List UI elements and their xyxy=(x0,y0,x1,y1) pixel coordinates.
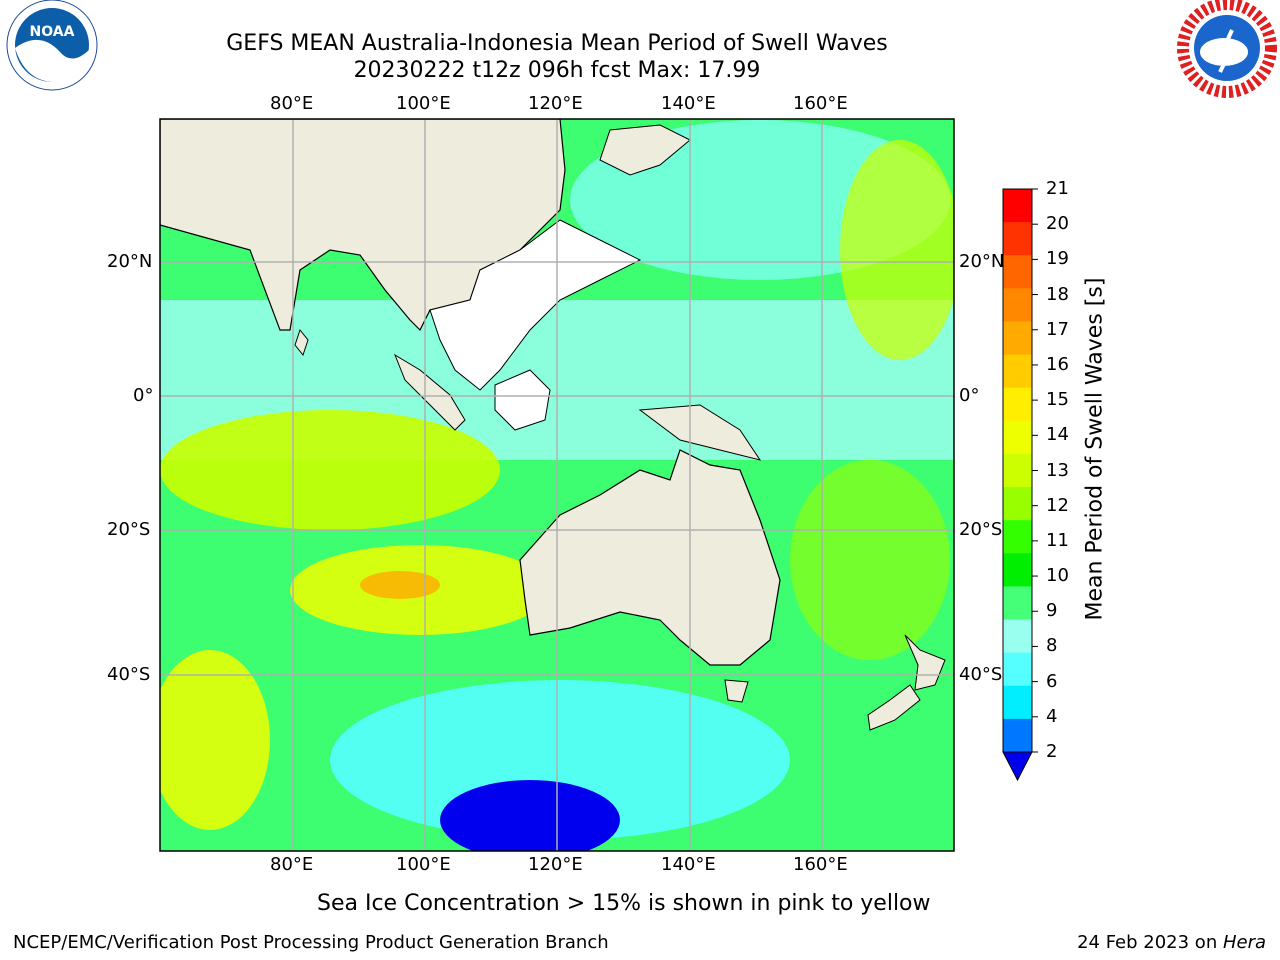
land-nz-south xyxy=(867,684,921,731)
short-period-patch xyxy=(440,780,620,851)
noaa-logo: NOAA xyxy=(6,0,98,91)
colorbar-label: 15 xyxy=(1046,389,1069,411)
lon-tick-bottom-120e: 120°E xyxy=(528,854,583,875)
map-field xyxy=(160,119,954,851)
svg-text:NOAA: NOAA xyxy=(30,24,75,40)
colorbar xyxy=(1002,188,1038,782)
nws-logo xyxy=(1177,0,1277,98)
land-japan xyxy=(599,124,691,176)
lon-tick-bottom-80e: 80°E xyxy=(270,854,314,875)
colorbar-label: 13 xyxy=(1046,459,1069,481)
land-borneo xyxy=(494,369,551,431)
lon-tick-bottom-160e: 160°E xyxy=(793,854,848,875)
colorbar-segment xyxy=(1003,255,1032,289)
lat-tick-left-40s: 40°S xyxy=(107,664,151,685)
warm-patch-sw xyxy=(160,650,270,830)
colorbar-label: 9 xyxy=(1046,600,1058,622)
colorbar-segment xyxy=(1003,222,1032,256)
warm-patch xyxy=(160,410,500,530)
lon-tick-top-100e: 100°E xyxy=(396,93,451,114)
colorbar-label: 10 xyxy=(1046,565,1069,587)
colorbar-segment xyxy=(1003,520,1032,554)
footer-host: Hera xyxy=(1222,932,1266,953)
land-sri-lanka xyxy=(294,328,309,357)
colorbar-label: 19 xyxy=(1046,248,1069,270)
colorbar-label: 2 xyxy=(1046,741,1058,762)
warm-patch-ne xyxy=(840,140,954,360)
cool-patch-south xyxy=(330,680,790,840)
colorbar-label: 11 xyxy=(1046,529,1069,551)
colorbar-segment xyxy=(1003,487,1032,521)
lat-tick-left-0: 0° xyxy=(133,385,154,406)
map-title: GEFS MEAN Australia-Indonesia Mean Perio… xyxy=(226,31,888,56)
patch-east xyxy=(790,460,950,660)
lon-tick-bottom-140e: 140°E xyxy=(661,854,716,875)
colorbar-segment xyxy=(1003,321,1032,356)
footer-right: 24 Feb 2023 on Hera xyxy=(1077,932,1266,953)
colorbar-segment xyxy=(1003,619,1032,654)
colorbar-segment xyxy=(1003,685,1032,720)
lat-tick-right-20s: 20°S xyxy=(959,519,1003,540)
colorbar-segment xyxy=(1003,553,1032,587)
lat-tick-left-20s: 20°S xyxy=(107,519,151,540)
colorbar-label: 16 xyxy=(1046,353,1069,375)
colorbar-label: 20 xyxy=(1046,213,1069,235)
colorbar-label: 18 xyxy=(1046,283,1069,305)
colorbar-label: 8 xyxy=(1046,635,1058,657)
footer-date: 24 Feb 2023 on xyxy=(1077,932,1223,953)
colorbar-segment xyxy=(1003,189,1032,223)
colorbar-label: 14 xyxy=(1046,424,1069,446)
colorbar-label: 4 xyxy=(1046,705,1058,727)
map-frame xyxy=(159,118,955,852)
land-asia xyxy=(160,119,566,332)
colorbar-segment xyxy=(1003,420,1032,455)
colorbar-segment xyxy=(1003,354,1032,389)
land-nz-north xyxy=(904,634,946,691)
map-subtitle: 20230222 t12z 096h fcst Max: 17.99 xyxy=(353,58,761,83)
lat-tick-left-20n: 20°N xyxy=(107,251,153,272)
lon-tick-top-80e: 80°E xyxy=(270,93,314,114)
colorbar-label: 21 xyxy=(1046,178,1069,199)
colorbar-segment xyxy=(1003,652,1032,687)
land-tasmania xyxy=(724,679,749,703)
land-australia xyxy=(519,449,781,666)
map-graticule xyxy=(160,119,954,851)
lon-tick-bottom-100e: 100°E xyxy=(396,854,451,875)
lat-tick-right-20n: 20°N xyxy=(959,251,1005,272)
colorbar-segment xyxy=(1003,718,1032,753)
colorbar-segment xyxy=(1003,387,1032,422)
colorbar-title: Mean Period of Swell Waves [s] xyxy=(1082,277,1108,621)
land-new-guinea xyxy=(638,404,762,461)
colorbar-label: 17 xyxy=(1046,318,1069,340)
sea-ice-note: Sea Ice Concentration > 15% is shown in … xyxy=(317,891,931,916)
colorbar-label: 12 xyxy=(1046,494,1069,516)
lon-tick-top-160e: 160°E xyxy=(793,93,848,114)
colorbar-label: 6 xyxy=(1046,670,1058,692)
colorbar-segment xyxy=(1003,586,1032,621)
colorbar-under-arrow xyxy=(1002,751,1033,782)
colorbar-segment xyxy=(1003,453,1032,488)
lat-tick-right-0: 0° xyxy=(959,385,980,406)
colorbar-segment xyxy=(1003,288,1032,322)
lon-tick-top-120e: 120°E xyxy=(528,93,583,114)
long-period-patch xyxy=(360,571,440,599)
lat-tick-right-40s: 40°S xyxy=(959,664,1003,685)
lon-tick-top-140e: 140°E xyxy=(661,93,716,114)
footer-left: NCEP/EMC/Verification Post Processing Pr… xyxy=(13,932,609,953)
